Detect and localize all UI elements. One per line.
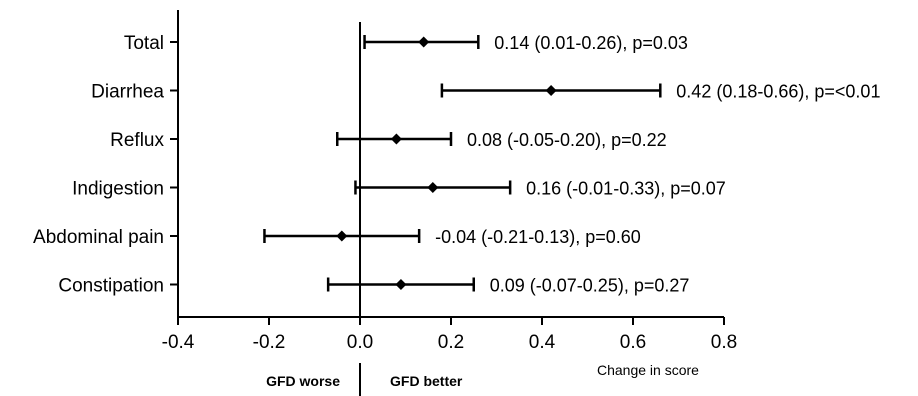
estimate-marker (336, 230, 348, 242)
x-tick-label: 0.2 (438, 332, 464, 353)
direction-label-better: GFD better (390, 373, 463, 389)
estimate-marker (418, 36, 430, 48)
x-tick-label: 0.4 (529, 332, 556, 353)
category-label: Abdominal pain (33, 227, 164, 248)
category-label: Diarrhea (91, 82, 164, 103)
x-axis-ticks: -0.4 -0.2 0.0 0.2 0.4 0.6 0.8 (162, 317, 737, 353)
forest-row: Indigestion 0.16 (-0.01-0.33), p=0.07 (72, 179, 726, 200)
category-label: Reflux (110, 130, 164, 151)
x-tick-label: 0.6 (620, 332, 646, 353)
forest-row: Total 0.14 (0.01-0.26), p=0.03 (124, 33, 688, 54)
x-tick-label: -0.2 (253, 332, 286, 353)
estimate-annotation: 0.42 (0.18-0.66), p=<0.01 (676, 82, 880, 102)
category-label: Indigestion (72, 179, 164, 200)
estimate-marker (545, 85, 557, 96)
estimate-marker (427, 182, 439, 193)
direction-label-worse: GFD worse (266, 373, 340, 389)
x-tick-label: 0.0 (347, 332, 373, 353)
forest-row: Diarrhea 0.42 (0.18-0.66), p=<0.01 (91, 82, 880, 103)
forest-row: Constipation 0.09 (-0.07-0.25), p=0.27 (58, 276, 689, 297)
estimate-marker (395, 279, 407, 290)
forest-row: Reflux 0.08 (-0.05-0.20), p=0.22 (110, 130, 667, 151)
estimate-annotation: 0.08 (-0.05-0.20), p=0.22 (467, 130, 667, 150)
category-label: Total (124, 33, 164, 54)
estimate-annotation: 0.16 (-0.01-0.33), p=0.07 (526, 179, 726, 199)
x-tick-label: 0.8 (711, 332, 737, 353)
forest-rows: Total 0.14 (0.01-0.26), p=0.03 Diarrhea 0.4… (33, 33, 880, 297)
estimate-marker (390, 133, 402, 145)
x-tick-label: -0.4 (162, 332, 195, 353)
estimate-annotation: 0.09 (-0.07-0.25), p=0.27 (490, 276, 690, 296)
estimate-annotation: -0.04 (-0.21-0.13), p=0.60 (435, 227, 641, 247)
category-label: Constipation (58, 276, 164, 297)
forest-row: Abdominal pain -0.04 (-0.21-0.13), p=0.60 (33, 227, 641, 248)
x-axis-title: Change in score (597, 362, 699, 378)
estimate-annotation: 0.14 (0.01-0.26), p=0.03 (494, 33, 688, 53)
